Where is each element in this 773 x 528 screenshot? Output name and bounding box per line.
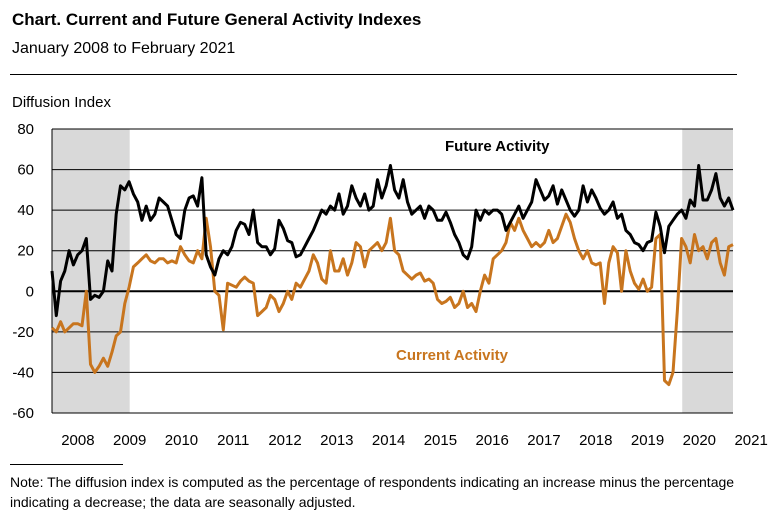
x-tick-label: 2019 bbox=[631, 432, 664, 449]
chart-title: Chart. Current and Future General Activi… bbox=[12, 10, 422, 29]
y-axis-label: Diffusion Index bbox=[12, 94, 111, 111]
y-tick-label: 20 bbox=[17, 243, 34, 260]
x-tick-label: 2009 bbox=[113, 432, 146, 449]
x-tick-label: 2021 bbox=[734, 432, 767, 449]
x-tick-label: 2008 bbox=[61, 432, 94, 449]
y-tick-labels: 80 60 40 20 0 -20 -40 -60 bbox=[12, 121, 34, 422]
x-tick-label: 2014 bbox=[372, 432, 405, 449]
series-lines bbox=[50, 164, 735, 387]
x-tick-labels: 2008 2009 2010 2011 2012 2013 2014 2015 2016 2017… bbox=[61, 432, 768, 449]
chart-note: Note: The diffusion index is computed as… bbox=[10, 474, 735, 510]
x-tick-label: 2016 bbox=[476, 432, 509, 449]
series-label-current-activity: Current Activity bbox=[396, 347, 509, 364]
x-tick-label: 2012 bbox=[268, 432, 301, 449]
y-tick-label: 0 bbox=[26, 283, 34, 300]
x-tick-label: 2013 bbox=[320, 432, 353, 449]
series-label-future-activity: Future Activity bbox=[445, 138, 550, 155]
x-tick-label: 2017 bbox=[527, 432, 560, 449]
series-line-future-activity bbox=[50, 164, 735, 318]
top-rule bbox=[10, 74, 737, 75]
y-tick-label: -40 bbox=[12, 364, 34, 381]
x-tick-label: 2018 bbox=[579, 432, 612, 449]
y-tick-label: 80 bbox=[17, 121, 34, 138]
note-rule bbox=[10, 464, 123, 465]
x-tick-label: 2010 bbox=[165, 432, 198, 449]
y-tick-label: -20 bbox=[12, 324, 34, 341]
y-tick-label: 40 bbox=[17, 202, 34, 219]
x-tick-label: 2011 bbox=[217, 432, 249, 449]
series-line-current-activity bbox=[50, 212, 734, 387]
y-tick-label: 60 bbox=[17, 162, 34, 179]
chart-subtitle: January 2008 to February 2021 bbox=[12, 40, 236, 57]
y-tick-label: -60 bbox=[12, 405, 34, 422]
x-tick-label: 2015 bbox=[424, 432, 457, 449]
x-tick-label: 2020 bbox=[683, 432, 716, 449]
